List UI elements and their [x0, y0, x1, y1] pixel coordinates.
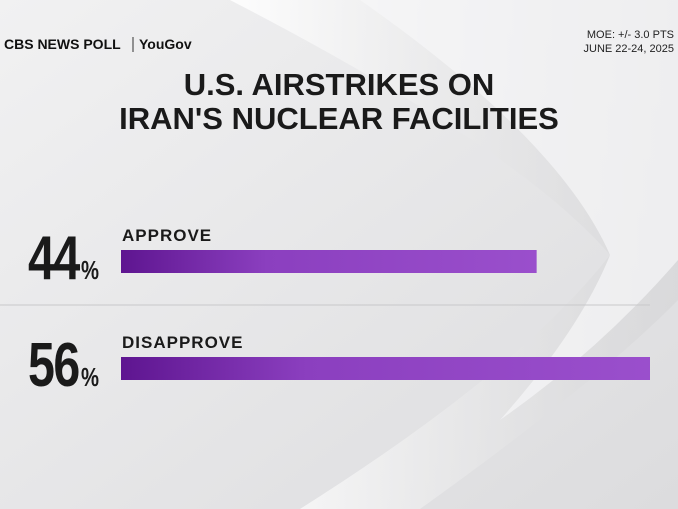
value-label: 44%: [28, 223, 99, 292]
bar: [121, 357, 650, 380]
partner: YouGov: [139, 36, 192, 52]
category-label: DISAPPROVE: [122, 333, 243, 352]
moe: MOE: +/- 3.0 PTS: [587, 29, 674, 41]
dates: JUNE 22-24, 2025: [584, 43, 675, 55]
category-label: APPROVE: [122, 226, 212, 245]
chart-title: IRAN'S NUCLEAR FACILITIES: [119, 101, 559, 136]
value-label: 56%: [28, 330, 99, 399]
brand: CBS NEWS POLL: [4, 36, 121, 52]
background-arc: [360, 0, 678, 420]
bar: [121, 250, 537, 273]
chart-title: U.S. AIRSTRIKES ON: [184, 67, 495, 102]
